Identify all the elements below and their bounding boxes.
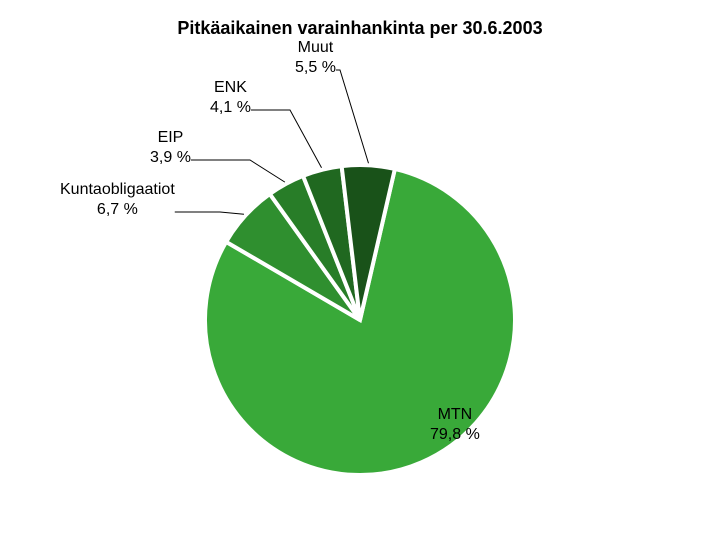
slice-name: MTN [430, 405, 480, 425]
leader-line [336, 70, 369, 163]
pie-svg [0, 0, 720, 540]
slice-label-mtn: MTN79,8 % [430, 405, 480, 445]
slice-value: 5,5 % [295, 58, 336, 78]
slice-label-muut: Muut5,5 % [295, 38, 336, 78]
slice-value: 6,7 % [60, 200, 175, 220]
leader-line [251, 110, 322, 168]
slice-label-kuntaobligaatiot: Kuntaobligaatiot6,7 % [60, 180, 175, 220]
slice-name: EIP [150, 128, 191, 148]
slice-name: Muut [295, 38, 336, 58]
pie-chart: Pitkäaikainen varainhankinta per 30.6.20… [0, 0, 720, 540]
leader-line [191, 160, 285, 182]
slice-value: 79,8 % [430, 425, 480, 445]
slice-name: Kuntaobligaatiot [60, 180, 175, 200]
leader-line [175, 212, 244, 214]
slice-label-eip: EIP3,9 % [150, 128, 191, 168]
slice-value: 3,9 % [150, 148, 191, 168]
slice-value: 4,1 % [210, 98, 251, 118]
slice-name: ENK [210, 78, 251, 98]
slice-label-enk: ENK4,1 % [210, 78, 251, 118]
